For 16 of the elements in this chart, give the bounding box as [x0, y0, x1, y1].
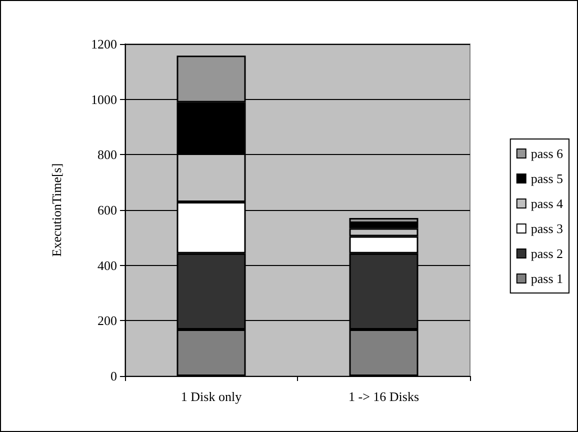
x-tick-label: 1 Disk only	[180, 389, 242, 404]
y-tick-label: 0	[110, 368, 117, 384]
y-tick-label: 200	[98, 313, 117, 328]
y-tick-label: 1000	[91, 92, 117, 107]
y-tick-label: 1200	[91, 36, 117, 52]
legend-label: pass 5	[530, 171, 563, 186]
y-tick-label: 600	[98, 202, 117, 218]
legend-label: pass 4	[530, 196, 564, 211]
y-axis-title: ExecutionTime[s]	[49, 163, 64, 257]
y-tick-label: 800	[98, 147, 117, 162]
legend-label: pass 2	[530, 246, 563, 261]
legend-label: pass 6	[530, 146, 564, 161]
legend-label: pass 1	[530, 271, 563, 286]
x-tick-label: 1 -> 16 Disks	[348, 389, 420, 404]
legend-label: pass 3	[530, 221, 563, 236]
y-tick-label: 400	[98, 258, 117, 273]
